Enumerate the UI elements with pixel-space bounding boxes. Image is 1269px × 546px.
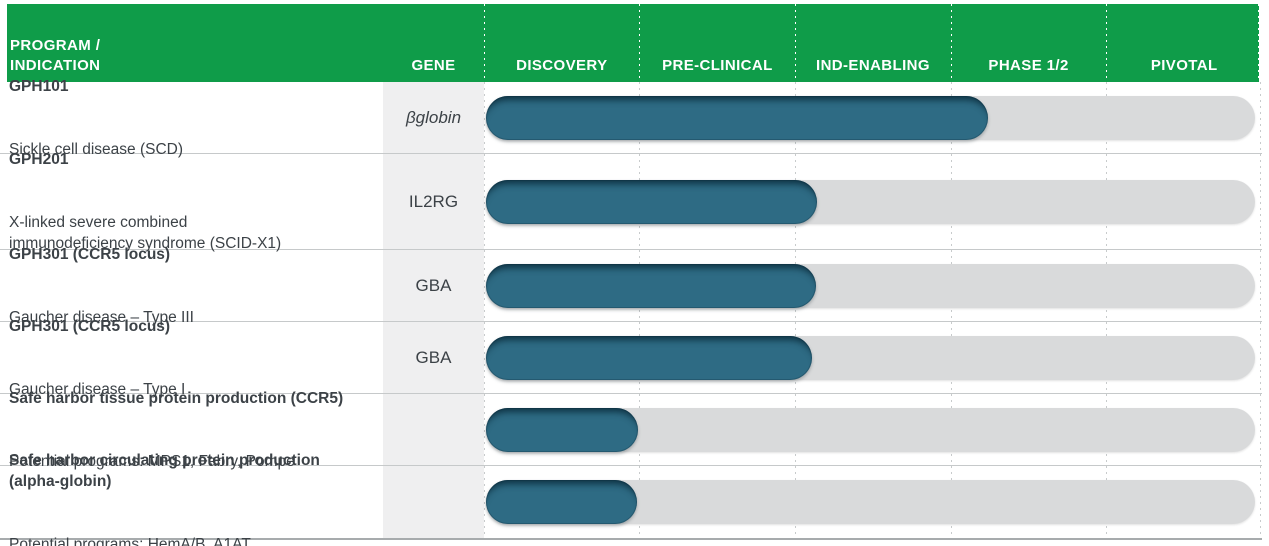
gene-column-background xyxy=(383,82,484,538)
table-row: GPH201 X-linked severe combined immunode… xyxy=(0,151,1262,252)
program-indication-cell: GPH301 (CCR5 locus) Gaucher disease – Ty… xyxy=(0,202,383,370)
stage-bar-area xyxy=(484,394,1262,465)
indication-text: Potential programs: MPS1, Fabry, Pompe xyxy=(9,452,295,470)
program-indication-cell: GPH301 (CCR5 locus) Gaucher disease – Ty… xyxy=(0,274,383,442)
gene-value: GBA xyxy=(415,275,452,295)
program-name: GPH301 (CCR5 locus) xyxy=(9,317,171,335)
column-gridline xyxy=(951,82,952,538)
stage-label-discovery: DISCOVERY xyxy=(516,57,608,74)
program-name: GPH301 (CCR5 locus) xyxy=(9,245,171,263)
gene-value: βglobin xyxy=(405,107,462,127)
column-gridline xyxy=(1258,4,1259,82)
table-row: Safe harbor circulating protein producti… xyxy=(0,452,1262,546)
program-name: GPH101 xyxy=(9,77,69,95)
program-indication-cell: GPH101 Sickle cell disease (SCD) xyxy=(0,34,383,202)
progress-bar xyxy=(486,263,816,308)
stage-bar-area xyxy=(484,82,1262,153)
column-gridline xyxy=(639,82,640,538)
progress-bar xyxy=(486,179,817,224)
column-gridline xyxy=(795,4,796,82)
stage-bar-area xyxy=(484,466,1262,538)
stage-bar-area xyxy=(484,154,1262,249)
progress-track xyxy=(486,480,1255,524)
column-gridline xyxy=(484,82,485,538)
table-row: GPH301 (CCR5 locus) Gaucher disease – Ty… xyxy=(0,318,1262,398)
gene-value: GBA xyxy=(415,347,452,367)
column-gridline xyxy=(951,4,952,82)
table-row: GPH101 Sickle cell disease (SCD) βglobin xyxy=(0,78,1262,158)
column-gridline xyxy=(1260,82,1261,538)
stage-bar-area xyxy=(484,250,1262,321)
program-name: Safe harbor circulating protein producti… xyxy=(9,451,320,490)
stage-bar-area xyxy=(484,322,1262,393)
program-name: GPH201 xyxy=(9,151,69,168)
progress-bar xyxy=(486,480,637,524)
indication-text: Potential programs: HemA/B, A1AT xyxy=(9,535,251,546)
progress-track xyxy=(486,407,1255,452)
progress-track xyxy=(486,179,1255,224)
progress-bar xyxy=(486,95,989,140)
program-indication-column-header: PROGRAM / INDICATION xyxy=(10,37,101,74)
column-gridline xyxy=(639,4,640,82)
progress-bar xyxy=(486,335,813,380)
progress-bar xyxy=(486,407,639,452)
indication-text: Gaucher disease – Type I xyxy=(9,380,186,398)
table-row: Safe harbor tissue protein production (C… xyxy=(0,390,1262,470)
column-gridline xyxy=(1106,4,1107,82)
table-header: PROGRAM / INDICATION GENE DISCOVERY PRE-… xyxy=(7,4,1259,82)
stage-label-pivotal: PIVOTAL xyxy=(1150,57,1218,74)
indication-text: Gaucher disease – Type III xyxy=(9,308,194,326)
stage-label-phase-1-2: PHASE 1/2 xyxy=(988,57,1069,74)
column-gridline xyxy=(484,4,485,82)
stage-label-ind-enabling: IND-ENABLING xyxy=(816,57,930,74)
progress-track xyxy=(486,263,1255,308)
progress-track xyxy=(486,95,1255,140)
program-indication-cell: GPH201 X-linked severe combined immunode… xyxy=(0,107,383,296)
indication-text: Sickle cell disease (SCD) xyxy=(9,140,183,158)
pipeline-rows: GPH101 Sickle cell disease (SCD) βglobin… xyxy=(0,78,1262,546)
table-row: GPH301 (CCR5 locus) Gaucher disease – Ty… xyxy=(0,246,1262,326)
column-gridline xyxy=(1106,82,1107,538)
column-gridline xyxy=(795,82,796,538)
stage-header-row: DISCOVERY PRE-CLINICAL IND-ENABLING PHAS… xyxy=(484,56,1262,76)
gene-value: IL2RG xyxy=(408,191,459,211)
gene-column-header: GENE xyxy=(411,57,456,74)
stage-label-pre-clinical: PRE-CLINICAL xyxy=(662,57,773,74)
indication-text: X-linked severe combined immunodeficienc… xyxy=(9,214,282,252)
program-indication-cell: Safe harbor tissue protein production (C… xyxy=(0,346,383,514)
program-indication-cell: Safe harbor circulating protein producti… xyxy=(0,408,383,546)
progress-track xyxy=(486,335,1255,380)
program-name: Safe harbor tissue protein production (C… xyxy=(9,389,344,407)
